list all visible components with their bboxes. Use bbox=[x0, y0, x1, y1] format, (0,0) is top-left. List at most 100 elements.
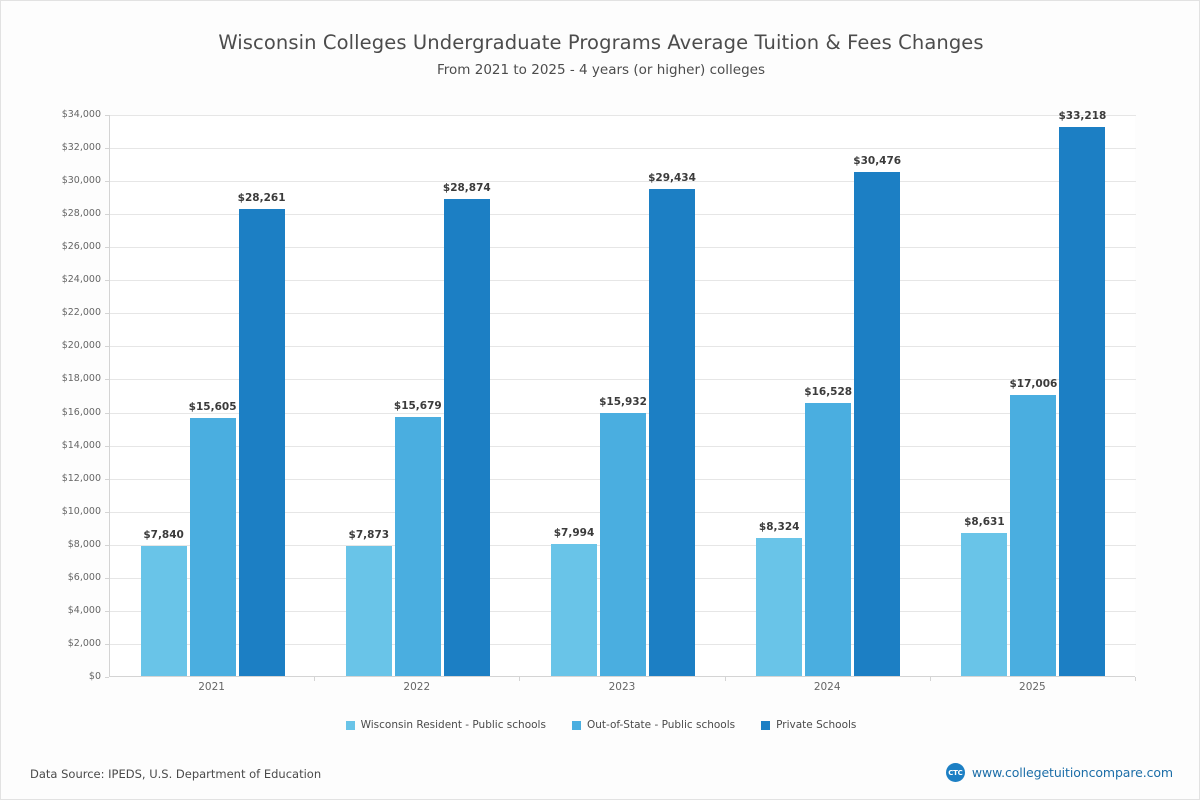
bar-value-label: $7,873 bbox=[348, 528, 390, 541]
title-block: Wisconsin Colleges Undergraduate Program… bbox=[1, 31, 1200, 78]
bar[interactable]: $28,261 bbox=[238, 192, 286, 676]
x-axis-tick-label: 2021 bbox=[198, 681, 225, 693]
legend-swatch-icon bbox=[761, 720, 771, 730]
gridline bbox=[110, 379, 1136, 381]
y-axis-tick-mark bbox=[105, 511, 109, 513]
y-axis-tick-mark bbox=[105, 677, 109, 678]
bar[interactable]: $30,476 bbox=[853, 155, 901, 676]
legend-item[interactable]: Out-of-State - Public schools bbox=[571, 719, 736, 731]
y-axis-tick-label: $6,000 bbox=[67, 571, 101, 583]
y-axis-tick-mark bbox=[105, 544, 109, 546]
bar-value-label: $7,840 bbox=[143, 529, 184, 542]
y-axis-tick-mark bbox=[105, 379, 109, 381]
bar[interactable]: $16,528 bbox=[804, 386, 852, 676]
y-axis-tick-label: $22,000 bbox=[61, 307, 101, 319]
x-axis-tick-mark bbox=[929, 677, 931, 681]
y-axis-tick-mark bbox=[105, 412, 109, 414]
bar-value-label: $29,434 bbox=[648, 172, 696, 185]
bar[interactable]: $8,324 bbox=[756, 521, 803, 676]
legend-item[interactable]: Private Schools bbox=[761, 719, 856, 731]
x-axis-tick-label: 2024 bbox=[813, 681, 841, 693]
bar-value-label: $7,994 bbox=[553, 526, 595, 539]
bar[interactable]: $28,874 bbox=[443, 182, 491, 676]
y-axis-tick-mark bbox=[105, 148, 109, 150]
bar[interactable]: $7,994 bbox=[551, 527, 597, 676]
y-axis-tick-label: $32,000 bbox=[61, 142, 101, 154]
bar[interactable]: $29,434 bbox=[648, 172, 696, 676]
y-axis-tick-label: $28,000 bbox=[61, 208, 101, 220]
bar-value-label: $15,932 bbox=[599, 395, 647, 408]
gridline bbox=[110, 214, 1136, 216]
y-axis-tick-label: $26,000 bbox=[61, 241, 101, 253]
y-axis-tick-label: $16,000 bbox=[61, 406, 101, 418]
y-axis-tick-mark bbox=[105, 346, 109, 348]
y-axis-tick-mark bbox=[105, 610, 109, 612]
bar-value-label: $8,324 bbox=[758, 521, 800, 534]
bar[interactable]: $7,873 bbox=[345, 529, 392, 676]
y-axis-tick-mark bbox=[105, 478, 109, 480]
page-title: Wisconsin Colleges Undergraduate Program… bbox=[218, 31, 984, 54]
bar-value-label: $28,261 bbox=[237, 191, 286, 204]
plot-area: $7,840 $15,605 $28,261 $7,873 $15,679 $28,874… bbox=[109, 110, 1136, 677]
brand-url-text: www.collegetuitioncompare.com bbox=[971, 765, 1173, 780]
y-axis-tick-label: $20,000 bbox=[61, 340, 101, 352]
legend-label: Out-of-State - Public schools bbox=[586, 719, 736, 731]
legend-swatch-icon bbox=[571, 720, 581, 730]
bar[interactable]: $33,218 bbox=[1058, 110, 1106, 676]
bar[interactable]: $15,679 bbox=[394, 400, 442, 676]
bar-value-label: $8,631 bbox=[964, 516, 1005, 529]
footer: Data Source: IPEDS, U.S. Department of E… bbox=[1, 763, 1200, 793]
bar-value-label: $17,006 bbox=[1009, 377, 1058, 390]
y-axis-tick-label: $2,000 bbox=[67, 637, 101, 649]
bar-value-label: $28,874 bbox=[442, 181, 491, 194]
bar-value-label: $15,679 bbox=[393, 399, 442, 412]
x-axis-tick-mark bbox=[1135, 677, 1136, 681]
bar-value-label: $16,528 bbox=[804, 385, 853, 398]
ctc-logo-icon: CTC bbox=[945, 763, 965, 782]
y-axis-tick-mark bbox=[105, 643, 109, 645]
x-axis-tick-mark bbox=[314, 677, 316, 681]
x-axis-tick-label: 2025 bbox=[1019, 681, 1046, 693]
gridline bbox=[110, 280, 1136, 282]
x-axis-tick-label: 2023 bbox=[608, 681, 636, 693]
bar[interactable]: $15,605 bbox=[189, 401, 237, 676]
y-axis-tick-mark bbox=[105, 280, 109, 282]
gridline bbox=[110, 148, 1136, 150]
legend-label: Private Schools bbox=[776, 719, 857, 731]
y-axis-tick-mark bbox=[105, 214, 109, 216]
x-axis-tick-mark bbox=[519, 677, 521, 681]
bar-value-label: $33,218 bbox=[1058, 109, 1107, 122]
bar[interactable]: $15,932 bbox=[599, 396, 647, 676]
y-axis-tick-label: $34,000 bbox=[61, 109, 101, 120]
brand-link[interactable]: CTC www.collegetuitioncompare.com bbox=[945, 763, 1173, 782]
y-axis-tick-mark bbox=[105, 181, 109, 183]
chart-legend: Wisconsin Resident - Public schools Out-o… bbox=[1, 719, 1200, 731]
gridline bbox=[110, 115, 1136, 116]
y-axis-tick-label: $12,000 bbox=[61, 472, 101, 484]
y-axis-tick-mark bbox=[105, 577, 109, 579]
bar[interactable]: $7,840 bbox=[140, 529, 187, 676]
gridline bbox=[110, 181, 1136, 183]
y-axis-tick-mark bbox=[105, 445, 109, 447]
y-axis-tick-label: $8,000 bbox=[67, 538, 101, 550]
y-axis-tick-label: $4,000 bbox=[67, 604, 101, 616]
legend-swatch-icon bbox=[345, 720, 355, 730]
x-axis-tick-mark bbox=[724, 677, 726, 681]
y-axis-tick-label: $10,000 bbox=[61, 505, 101, 517]
bar-value-label: $15,605 bbox=[188, 401, 237, 414]
y-axis-tick-label: $0 bbox=[88, 671, 101, 682]
x-axis-tick-label: 2022 bbox=[403, 681, 431, 693]
legend-item[interactable]: Wisconsin Resident - Public schools bbox=[345, 719, 546, 731]
y-axis-tick-mark bbox=[105, 247, 109, 249]
data-source-text: Data Source: IPEDS, U.S. Department of E… bbox=[30, 767, 322, 781]
y-axis-tick-label: $24,000 bbox=[61, 274, 101, 286]
bar[interactable]: $8,631 bbox=[961, 516, 1008, 676]
gridline bbox=[110, 346, 1136, 348]
chart-subtitle: From 2021 to 2025 - 4 years (or higher) … bbox=[437, 62, 765, 78]
y-axis-tick-mark bbox=[105, 115, 109, 116]
gridline bbox=[110, 313, 1136, 315]
y-axis-tick-label: $30,000 bbox=[61, 175, 101, 187]
bar-value-label: $30,476 bbox=[853, 155, 902, 168]
bar[interactable]: $17,006 bbox=[1009, 378, 1057, 676]
